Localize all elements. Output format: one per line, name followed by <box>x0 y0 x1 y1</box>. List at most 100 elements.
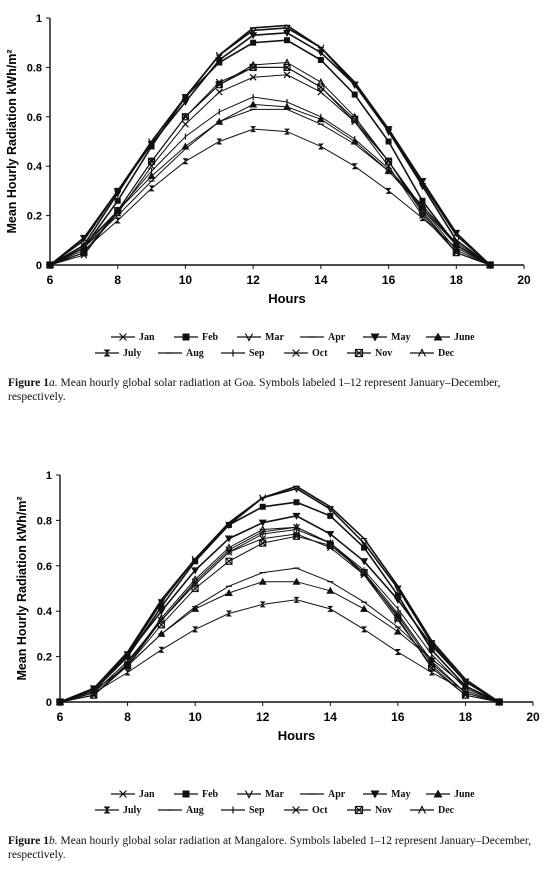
series-june <box>56 577 504 705</box>
data-point <box>124 659 132 667</box>
data-point <box>384 126 393 134</box>
legend-marker <box>237 333 261 342</box>
legend-label: Mar <box>265 788 284 800</box>
data-point <box>250 39 257 46</box>
data-point <box>317 143 324 150</box>
legend-item-oct: Oct <box>283 347 346 359</box>
legend-marker <box>158 352 182 354</box>
legend-label: July <box>123 347 142 359</box>
data-point <box>360 558 369 566</box>
data-point <box>113 187 122 195</box>
legend-item-july: July <box>94 804 157 816</box>
data-point <box>427 642 436 650</box>
figure-1b: 0 0.2 0.4 0.6 0.8 1 6 8 10 12 14 16 18 20 Hours Mean Ho… <box>0 460 552 877</box>
data-point <box>385 187 392 194</box>
legend-label: Nov <box>375 347 393 359</box>
legend-label: Apr <box>328 331 346 343</box>
data-point <box>452 248 460 256</box>
legend-label: June <box>454 331 475 343</box>
data-point <box>486 260 494 269</box>
data-point <box>225 543 233 551</box>
y-tick-label: 0.8 <box>37 515 52 527</box>
data-point <box>259 525 267 533</box>
series-june <box>46 100 495 268</box>
series-may <box>56 512 504 706</box>
data-point <box>157 608 166 616</box>
series-line <box>59 515 500 703</box>
data-point <box>461 678 470 686</box>
series-july <box>47 126 494 268</box>
series-dec <box>56 522 503 706</box>
legend-label: Mar <box>265 331 284 343</box>
caption-label-suffix: b. <box>49 835 58 847</box>
legend-item-aug: Aug <box>157 347 220 359</box>
data-point <box>224 535 233 543</box>
legend-marker <box>426 789 450 798</box>
data-point <box>249 73 257 81</box>
x-tick-label: 16 <box>382 273 396 287</box>
legend-marker <box>347 805 371 815</box>
data-point <box>181 98 190 106</box>
data-point <box>249 100 258 108</box>
x-tick-label: 8 <box>114 273 121 287</box>
legend-label: July <box>123 804 142 816</box>
series-line <box>49 128 491 266</box>
legend-marker <box>221 806 245 814</box>
series-line <box>49 66 491 266</box>
y-tick-label: 0.2 <box>37 652 52 664</box>
legend-item-jan: Jan <box>110 331 173 343</box>
legend-item-may: May <box>362 331 425 343</box>
y-tick-label: 0.2 <box>27 211 42 223</box>
legend-label: Feb <box>202 331 219 343</box>
data-point <box>495 697 503 706</box>
series-line <box>49 27 491 266</box>
data-point <box>361 544 368 551</box>
data-point <box>79 234 88 242</box>
series-nov <box>56 532 503 706</box>
legend-item-apr: Apr <box>299 788 362 800</box>
x-tick-label: 16 <box>391 710 405 724</box>
legend-item-jan: Jan <box>110 788 173 800</box>
legend-marker <box>300 793 324 795</box>
legend-label: Sep <box>249 347 265 359</box>
data-point <box>385 128 393 136</box>
data-point <box>158 603 165 610</box>
data-point <box>46 260 54 269</box>
legend-item-may: May <box>362 788 425 800</box>
data-point <box>360 604 369 612</box>
legend-marker <box>410 348 434 357</box>
legend-marker <box>284 349 308 357</box>
legend-item-sep: Sep <box>220 347 283 359</box>
legend-marker <box>410 805 434 814</box>
data-point <box>283 29 291 37</box>
legend-label: Nov <box>375 804 393 816</box>
data-point <box>191 575 199 583</box>
legend-item-nov: Nov <box>346 347 409 359</box>
legend-label: Oct <box>312 804 328 816</box>
data-point <box>326 538 334 547</box>
series-apr <box>47 24 494 266</box>
x-tick-label: 14 <box>314 273 328 287</box>
data-point <box>292 577 301 585</box>
series-feb <box>47 37 494 268</box>
data-point <box>394 592 401 599</box>
series-line <box>49 74 491 266</box>
data-point <box>394 585 402 593</box>
legend-marker <box>111 333 135 341</box>
x-tick-label: 18 <box>450 273 464 287</box>
data-point <box>216 138 223 145</box>
series-aug <box>57 567 503 703</box>
legend-marker <box>221 349 245 357</box>
legend-marker <box>363 790 387 799</box>
y-tick-label: 0.6 <box>27 112 42 124</box>
series-line <box>59 567 500 703</box>
legend-item-feb: Feb <box>173 331 236 343</box>
x-tick-label: 20 <box>526 710 540 724</box>
legend-label: Feb <box>202 788 219 800</box>
caption-text: Mean hourly global solar radiation at Go… <box>8 377 501 403</box>
legend-item-oct: Oct <box>283 804 346 816</box>
data-point <box>293 530 300 538</box>
data-point <box>148 185 155 192</box>
data-point <box>114 197 121 204</box>
